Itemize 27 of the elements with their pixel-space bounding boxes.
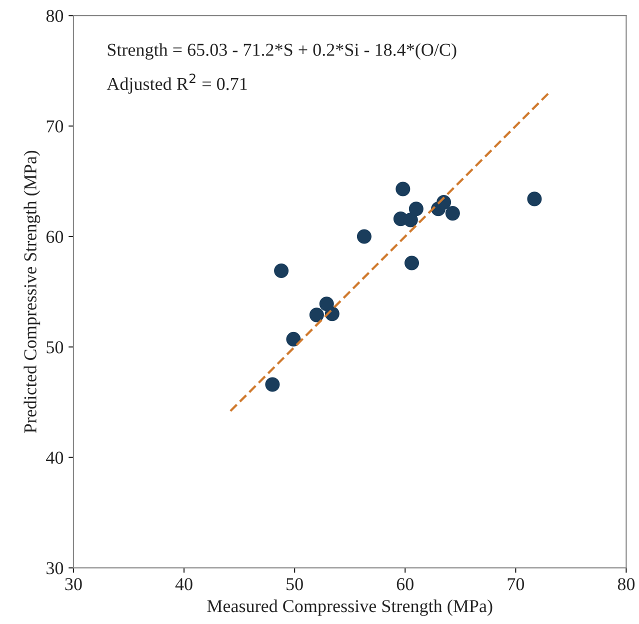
x-tick-label: 50 bbox=[286, 578, 303, 590]
y-tick-label: 30 bbox=[46, 562, 64, 574]
point bbox=[396, 182, 410, 196]
y-tick-label: 60 bbox=[46, 230, 64, 243]
y-tick-label: 40 bbox=[46, 452, 64, 464]
point bbox=[265, 377, 280, 392]
x-axis-title: Measured Compressive Strength (MPa) bbox=[207, 599, 492, 616]
x-tick-label: 60 bbox=[396, 578, 414, 590]
x-tick-label: 40 bbox=[175, 578, 192, 590]
annotation: Adjusted R$^{2}$ = 0.71 bbox=[106, 74, 247, 94]
point bbox=[527, 192, 542, 206]
point bbox=[403, 212, 418, 228]
point bbox=[445, 206, 460, 221]
point bbox=[286, 332, 301, 346]
y-axis-title: Predicted Compressive Strength (MPa) bbox=[24, 150, 40, 433]
y-tick-label: 80 bbox=[46, 10, 64, 22]
point bbox=[274, 263, 289, 278]
point bbox=[408, 202, 424, 216]
y-tick-label: 50 bbox=[46, 341, 64, 354]
point bbox=[356, 229, 372, 244]
point bbox=[404, 256, 420, 270]
x-tick-label: 30 bbox=[65, 578, 82, 590]
y-tick-label: 70 bbox=[46, 120, 64, 132]
annotation: Strength = 65.03 - 71.2*S + 0.2*Si - 18.4*(O/C) bbox=[108, 43, 456, 60]
x-tick-label: 70 bbox=[508, 578, 524, 590]
point bbox=[309, 308, 324, 322]
x-tick-label: 80 bbox=[618, 578, 635, 590]
